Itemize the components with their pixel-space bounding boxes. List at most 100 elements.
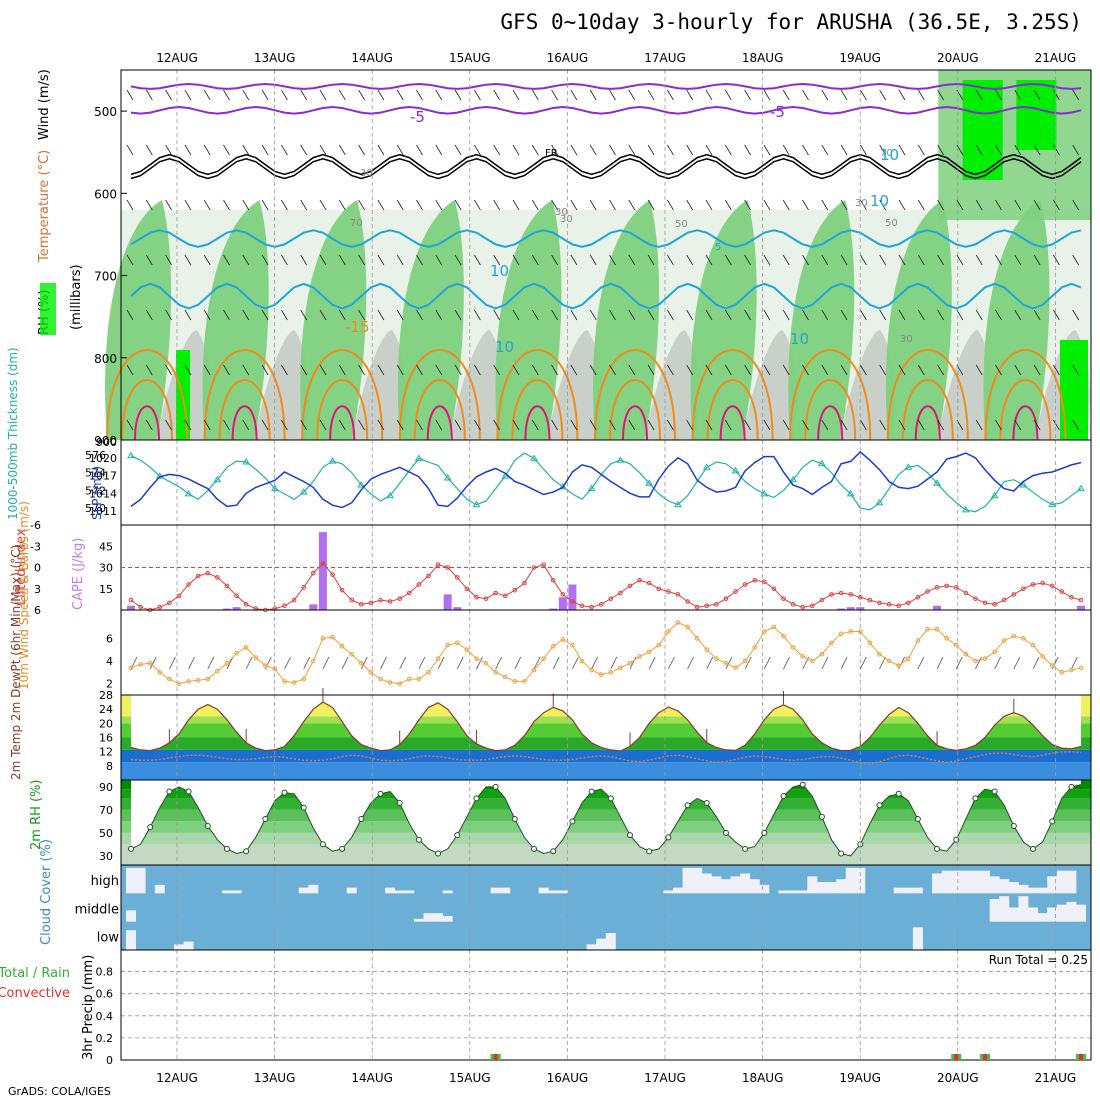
wind-barb (493, 144, 501, 156)
wind-barb (1072, 364, 1080, 376)
wind-barb (860, 309, 867, 321)
wind-speed-marker (224, 660, 230, 666)
wind-barb (145, 199, 153, 211)
wind-barb (647, 419, 655, 431)
wind-barb (300, 89, 308, 101)
wind-barb (474, 419, 481, 431)
wind-barb (454, 254, 462, 266)
thickness-marker (702, 463, 711, 470)
wind-barb (435, 364, 443, 376)
cape-bar (856, 607, 865, 610)
wind-barb (898, 309, 906, 321)
temp-tick: 28 (99, 689, 113, 702)
legend-total-rain: Total / Rain (0, 966, 70, 981)
rh-marker (1010, 822, 1017, 829)
wind-barb-10m (591, 656, 598, 670)
lifted-index-marker (771, 586, 777, 592)
wind-barb (261, 144, 269, 156)
wind-barb (454, 309, 462, 321)
wind-barb (435, 199, 443, 211)
wind-barb (416, 364, 423, 376)
wind-barb (667, 199, 674, 211)
wind-barb-10m (380, 656, 387, 670)
wind-barb (126, 89, 134, 101)
wind-barb (782, 254, 790, 266)
cloud-cell-high (308, 884, 319, 894)
wind-barb (319, 364, 327, 376)
lifted-index-marker (435, 562, 441, 567)
wind-barb (763, 254, 771, 266)
wind-barb (242, 254, 250, 266)
wind-barb (493, 419, 501, 431)
wind-barb (724, 309, 732, 321)
lifted-index-marker (311, 570, 316, 576)
wind-barb (281, 364, 288, 376)
wind-barb (377, 364, 385, 376)
isotherm-15 (691, 349, 774, 441)
pressure-tick: 500 (94, 105, 117, 119)
wind-barb-10m (476, 656, 483, 670)
lifted-index-marker (656, 586, 662, 592)
wind-barb (609, 144, 616, 156)
rh-marker (569, 818, 576, 825)
lifted-index-marker (925, 589, 930, 594)
cloud-cell-middle (1037, 913, 1048, 922)
wind-speed-marker (301, 676, 307, 682)
wind-barb (261, 309, 269, 321)
rh-marker (415, 836, 422, 843)
rh-marker (703, 799, 710, 806)
contour-label: 50 (675, 219, 688, 230)
wind-barb (667, 144, 674, 156)
wind-barb (184, 144, 192, 156)
rh-marker (204, 822, 211, 829)
wind-barb (1014, 419, 1022, 431)
thickness-marker (933, 479, 941, 486)
wind-barb (1014, 144, 1022, 156)
wind-barb (512, 199, 520, 211)
cloud-cell-high (1008, 882, 1019, 894)
cloud-cell-high (221, 890, 232, 894)
rh-marker (742, 845, 749, 852)
wind-tick: 2 (106, 678, 113, 691)
wind-barb (860, 364, 867, 376)
lifted-index-marker (896, 603, 901, 609)
cloud-cell-high (404, 890, 415, 894)
wind-barb (917, 254, 925, 266)
cloud-cell-high (903, 887, 914, 894)
wind-barb (358, 199, 365, 211)
rh-marker (435, 850, 442, 857)
wind-barb (145, 364, 153, 376)
wind-barb (261, 199, 269, 211)
lifted-index-marker (905, 600, 911, 606)
wind-barb (358, 364, 365, 376)
wind-barb (917, 419, 925, 431)
cape-tick: 45 (99, 540, 113, 553)
wind-barb (165, 419, 172, 431)
contour-label: 10 (490, 262, 509, 280)
wind-barb-10m (629, 656, 637, 670)
lifted-index-marker (512, 587, 518, 593)
wind-barb (898, 199, 906, 211)
lifted-index-marker (560, 592, 566, 597)
cloud-cell-high (1056, 870, 1067, 894)
cape-bar (549, 608, 558, 610)
wind-speed-marker (771, 624, 777, 630)
cloud-cell-high (1037, 887, 1048, 894)
date-label-bottom: 15AUG (449, 1071, 491, 1085)
wind-barb (917, 309, 925, 321)
wind-speed-marker (1011, 633, 1017, 639)
lifted-index-marker (378, 597, 383, 603)
wind-barb (570, 419, 578, 431)
precip-tick: 0.4 (96, 1010, 114, 1023)
wind-speed-marker (819, 651, 825, 657)
contour-label: 30 (855, 198, 868, 209)
cloud-axis-label: Cloud Cover (%) (39, 839, 54, 945)
lifted-index-marker (857, 594, 863, 600)
cloud-cell-high (960, 870, 971, 894)
lifted-index-marker (215, 575, 220, 580)
li-tick: 3 (34, 583, 41, 596)
wind-barb (300, 254, 308, 266)
isotherm-15-inner (999, 379, 1052, 441)
wind-barb (145, 89, 153, 101)
wind-barb-10m (572, 656, 579, 670)
